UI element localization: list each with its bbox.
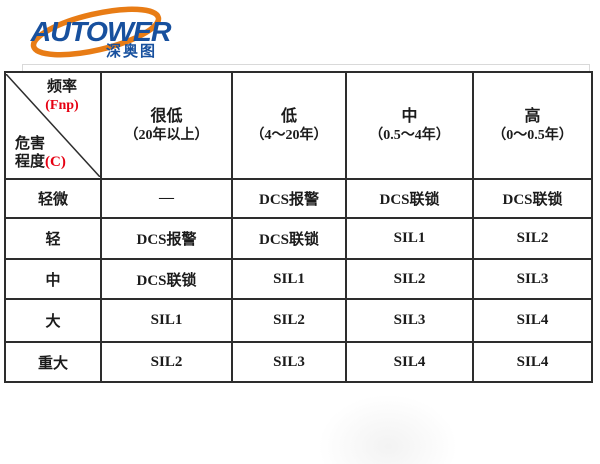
corner-frequency-label: 频率 (Fnp) (26, 77, 98, 116)
cell-1-2: SIL1 (345, 217, 474, 260)
logo: AUTOWER 深奥图 (30, 5, 208, 63)
corner-harm-label: 危害 程度(C) (15, 135, 66, 173)
col-header-title: 高 (524, 107, 541, 125)
col-header-range: （0～0.5年） (492, 128, 573, 144)
col-header-title: 低 (280, 107, 297, 125)
col-header-medium: 中 （0.5～4年） (345, 71, 474, 180)
logo-subbrand-text: 深奥图 (106, 43, 158, 60)
row-label-1: 轻 (4, 217, 102, 260)
row-label-4: 重大 (4, 341, 102, 383)
col-header-title: 中 (401, 107, 418, 125)
table-row: 中 DCS联锁 SIL1 SIL2 SIL3 (4, 258, 593, 300)
cell-4-3: SIL4 (472, 341, 593, 383)
table-row: 轻 DCS报警 DCS联锁 SIL1 SIL2 (4, 217, 593, 260)
harm-code: (C) (45, 154, 66, 171)
col-header-low: 低 （4～20年） (231, 71, 347, 180)
cell-4-1: SIL3 (231, 341, 347, 383)
cell-0-0: — (100, 178, 233, 219)
cell-4-2: SIL4 (345, 341, 474, 383)
cell-3-3: SIL4 (472, 298, 593, 343)
logo-brand-text: AUTOWER (30, 16, 172, 47)
cell-2-0: DCS联锁 (100, 258, 233, 300)
table-row: 重大 SIL2 SIL3 SIL4 SIL4 (4, 341, 593, 383)
row-label-2: 中 (4, 258, 102, 300)
cell-0-3: DCS联锁 (472, 178, 593, 219)
corner-cell: 频率 (Fnp) 危害 程度(C) (4, 71, 102, 180)
col-header-range: （20年以上） (124, 128, 209, 144)
cell-1-0: DCS报警 (100, 217, 233, 260)
col-header-verylow: 很低 （20年以上） (100, 71, 233, 180)
cell-1-1: DCS联锁 (231, 217, 347, 260)
watermark-blob (318, 394, 458, 464)
cell-2-3: SIL3 (472, 258, 593, 300)
row-label-0: 轻微 (4, 178, 102, 219)
cell-0-2: DCS联锁 (345, 178, 474, 219)
logo-swoosh-icon (30, 6, 162, 58)
table-header-row: 频率 (Fnp) 危害 程度(C) 很低 （20年以上） 低 （ (4, 71, 593, 180)
cell-3-0: SIL1 (100, 298, 233, 343)
cell-3-1: SIL2 (231, 298, 347, 343)
harm-text-line1: 危害 (15, 135, 46, 152)
frequency-code: (Fnp) (45, 98, 79, 114)
cell-2-2: SIL2 (345, 258, 474, 300)
harm-text-line2: 程度 (15, 154, 46, 171)
cell-1-3: SIL2 (472, 217, 593, 260)
col-header-title: 很低 (150, 107, 183, 125)
table-row: 轻微 — DCS报警 DCS联锁 DCS联锁 (4, 178, 593, 219)
col-header-range: （0.5～4年） (369, 128, 450, 144)
cell-2-1: SIL1 (231, 258, 347, 300)
frequency-text: 频率 (46, 79, 77, 95)
col-header-high: 高 （0～0.5年） (472, 71, 593, 180)
row-label-3: 大 (4, 298, 102, 343)
col-header-range: （4～20年） (250, 128, 328, 144)
cell-4-0: SIL2 (100, 341, 233, 383)
risk-matrix-table: 频率 (Fnp) 危害 程度(C) 很低 （20年以上） 低 （ (4, 71, 593, 383)
table-row: 大 SIL1 SIL2 SIL3 SIL4 (4, 298, 593, 343)
cell-0-1: DCS报警 (231, 178, 347, 219)
cell-3-2: SIL3 (345, 298, 474, 343)
diagonal-line (6, 74, 100, 177)
